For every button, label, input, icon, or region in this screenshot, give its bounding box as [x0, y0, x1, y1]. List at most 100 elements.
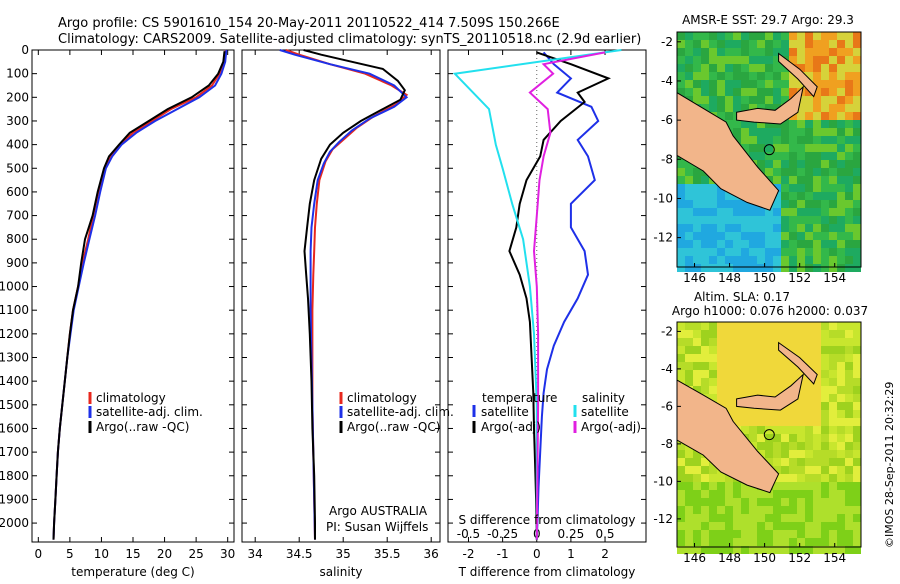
- map-pixel: [821, 232, 829, 240]
- map-pixel: [733, 322, 741, 330]
- map-pixel: [837, 264, 845, 272]
- map-pixel: [845, 330, 853, 338]
- map-pixel: [845, 248, 853, 256]
- map-pixel: [813, 426, 821, 434]
- map-pixel: [693, 346, 701, 354]
- map-pixel: [765, 104, 773, 112]
- map-pixel: [749, 208, 757, 216]
- map-pixel: [765, 144, 773, 152]
- map-pixel: [709, 240, 717, 248]
- map-pixel: [805, 144, 813, 152]
- map-pixel: [797, 434, 805, 442]
- map-pixel: [813, 192, 821, 200]
- map-pixel: [749, 530, 757, 538]
- series-line-argo-raw-qc-: [303, 49, 406, 540]
- map-pixel: [757, 152, 765, 160]
- map-pixel: [685, 538, 693, 546]
- map-y-tick-label: -6: [661, 113, 673, 127]
- map-pixel: [853, 490, 861, 498]
- map-pixel: [773, 248, 781, 256]
- map-pixel: [845, 192, 853, 200]
- map-pixel: [845, 338, 853, 346]
- map-pixel: [693, 530, 701, 538]
- map-pixel: [845, 64, 853, 72]
- map-pixel: [701, 200, 709, 208]
- map-pixel: [797, 442, 805, 450]
- map-pixel: [693, 96, 701, 104]
- map-pixel: [741, 72, 749, 80]
- map-pixel: [685, 482, 693, 490]
- map-pixel: [805, 546, 813, 554]
- map-pixel: [765, 354, 773, 362]
- y-tick-label: 1100: [0, 303, 29, 317]
- map-pixel: [733, 256, 741, 264]
- map-pixel: [821, 354, 829, 362]
- map-pixel: [853, 386, 861, 394]
- x-tick-label: 10: [94, 547, 109, 561]
- map-pixel: [829, 152, 837, 160]
- map-pixel: [853, 128, 861, 136]
- map-pixel: [789, 248, 797, 256]
- y-tick-label: 800: [6, 232, 29, 246]
- map-pixel: [821, 418, 829, 426]
- map-pixel: [821, 208, 829, 216]
- map-pixel: [717, 370, 725, 378]
- series-line-argo-adj-: [508, 51, 611, 540]
- map-pixel: [677, 546, 685, 554]
- land-mass: [778, 52, 818, 98]
- map-pixel: [813, 394, 821, 402]
- map-pixel: [701, 72, 709, 80]
- map-pixel: [797, 144, 805, 152]
- map-pixel: [821, 394, 829, 402]
- map-pixel: [781, 152, 789, 160]
- map-pixel: [717, 32, 725, 40]
- map-pixel: [797, 538, 805, 546]
- map-pixel: [845, 482, 853, 490]
- map-pixel: [709, 330, 717, 338]
- map-pixel: [797, 394, 805, 402]
- map-pixel: [709, 378, 717, 386]
- map-pixel: [717, 386, 725, 394]
- map-pixel: [813, 160, 821, 168]
- map-pixel: [781, 144, 789, 152]
- temperature-axis-label: temperature (deg C): [71, 565, 194, 579]
- map-pixel: [789, 442, 797, 450]
- map-pixel: [845, 120, 853, 128]
- map-pixel: [789, 120, 797, 128]
- land-mass: [736, 373, 805, 411]
- map-pixel: [781, 120, 789, 128]
- map-pixel: [829, 56, 837, 64]
- map-pixel: [845, 418, 853, 426]
- map-pixel: [693, 354, 701, 362]
- map-pixel: [717, 338, 725, 346]
- map-pixel: [845, 426, 853, 434]
- map-pixel: [829, 362, 837, 370]
- map-pixel: [853, 32, 861, 40]
- map-pixel: [701, 514, 709, 522]
- map-pixel: [765, 530, 773, 538]
- map-pixel: [845, 386, 853, 394]
- map-pixel: [685, 466, 693, 474]
- map-pixel: [797, 248, 805, 256]
- map-pixel: [741, 490, 749, 498]
- map-pixel: [733, 354, 741, 362]
- map-pixel: [765, 168, 773, 176]
- map-pixel: [677, 232, 685, 240]
- map-pixel: [845, 168, 853, 176]
- map-pixel: [789, 346, 797, 354]
- map-pixel: [845, 394, 853, 402]
- map-pixel: [845, 450, 853, 458]
- y-tick-label: 900: [6, 256, 29, 270]
- map-pixel: [757, 216, 765, 224]
- map-pixel: [677, 498, 685, 506]
- map-pixel: [709, 370, 717, 378]
- map-pixel: [701, 370, 709, 378]
- map-pixel: [717, 346, 725, 354]
- map-pixel: [717, 538, 725, 546]
- map-pixel: [677, 224, 685, 232]
- map-pixel: [757, 32, 765, 40]
- map-pixel: [685, 498, 693, 506]
- map-pixel: [781, 248, 789, 256]
- map-pixel: [829, 128, 837, 136]
